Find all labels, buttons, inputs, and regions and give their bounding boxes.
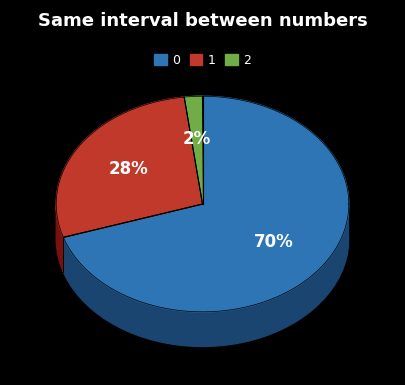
Text: Same interval between numbers: Same interval between numbers — [38, 12, 367, 30]
Polygon shape — [56, 97, 202, 238]
Legend: 0, 1, 2: 0, 1, 2 — [149, 49, 256, 72]
Polygon shape — [56, 206, 63, 272]
Text: 2%: 2% — [183, 131, 211, 149]
Polygon shape — [63, 211, 348, 346]
Polygon shape — [63, 96, 349, 312]
Polygon shape — [184, 96, 202, 204]
Text: 70%: 70% — [254, 233, 293, 251]
Text: 28%: 28% — [109, 161, 148, 178]
